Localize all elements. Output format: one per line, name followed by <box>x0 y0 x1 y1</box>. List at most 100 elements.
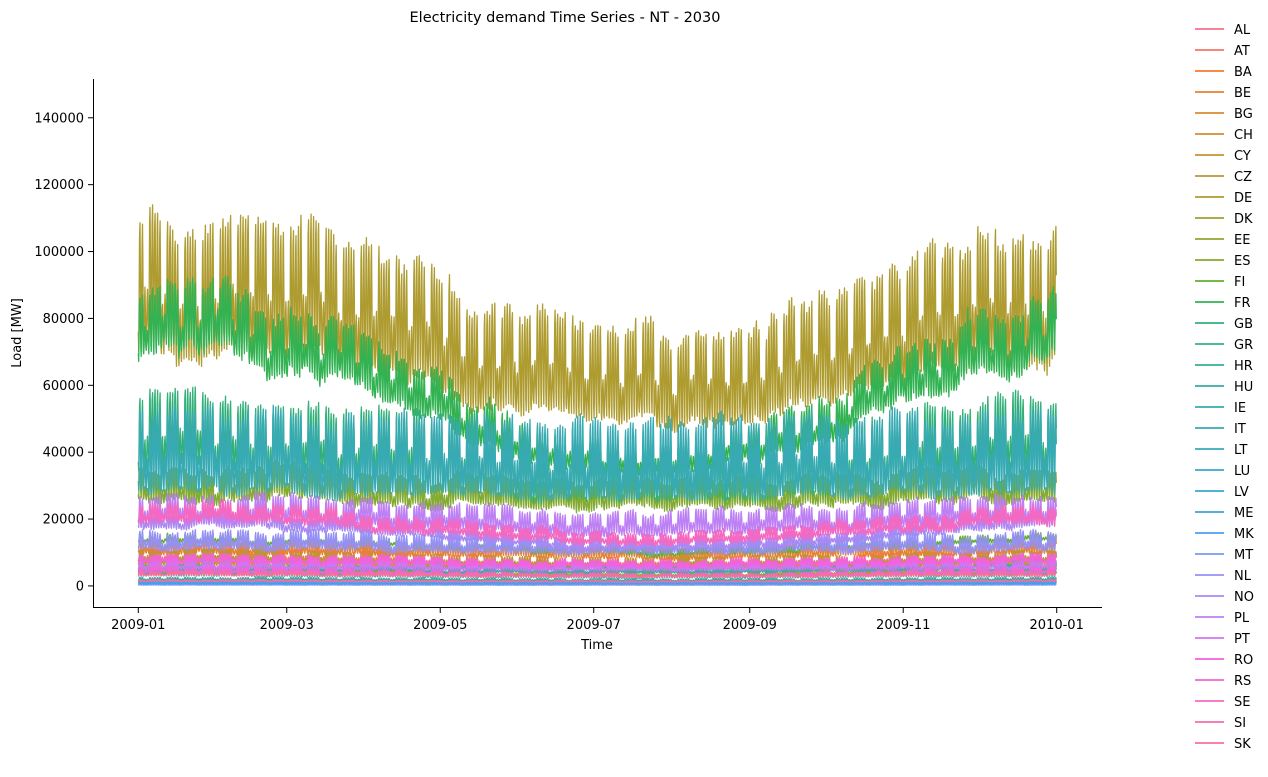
legend-item-gb: GB <box>1195 317 1253 332</box>
legend-item-ie: IE <box>1195 401 1246 416</box>
legend-label: ES <box>1234 254 1250 269</box>
chart-title: Electricity demand Time Series - NT - 20… <box>410 10 721 26</box>
series-line-ro <box>137 552 1057 569</box>
series-line-sk <box>137 570 1057 579</box>
legend-label: NO <box>1234 590 1254 605</box>
legend-item-mt: MT <box>1195 548 1253 563</box>
legend-label: CH <box>1234 128 1253 143</box>
legend-label: LV <box>1234 485 1249 500</box>
legend-label: RS <box>1234 674 1251 689</box>
legend-item-hr: HR <box>1195 359 1253 374</box>
legend-label: PL <box>1234 611 1250 626</box>
y-axis-label: Load [MW] <box>10 298 25 368</box>
legend-item-ee: EE <box>1195 233 1250 248</box>
legend-item-it: IT <box>1195 422 1246 437</box>
series-line-pl <box>137 490 1057 539</box>
legend-label: CY <box>1234 149 1251 164</box>
legend-label: SE <box>1234 695 1250 710</box>
legend-label: GR <box>1234 338 1253 353</box>
legend-item-rs: RS <box>1195 674 1251 689</box>
legend-item-lt: LT <box>1195 443 1247 458</box>
legend-item-dk: DK <box>1195 212 1253 227</box>
legend-item-at: AT <box>1195 44 1250 59</box>
y-tick-label: 0 <box>76 579 84 594</box>
legend-label: LU <box>1234 464 1250 479</box>
y-tick-label: 140000 <box>34 111 84 126</box>
x-tick-label: 2009-01 <box>111 618 165 633</box>
legend-item-sk: SK <box>1195 737 1251 752</box>
y-tick-label: 100000 <box>34 245 84 260</box>
legend-item-gr: GR <box>1195 338 1253 353</box>
legend-label: LT <box>1234 443 1247 458</box>
y-tick-label: 80000 <box>43 312 84 327</box>
legend-label: IE <box>1234 401 1246 416</box>
legend-item-me: ME <box>1195 506 1253 521</box>
x-tick-label: 2009-05 <box>413 618 467 633</box>
x-tick-label: 2009-03 <box>260 618 314 633</box>
legend-label: MK <box>1234 527 1254 542</box>
legend-label: IT <box>1234 422 1246 437</box>
legend-label: MT <box>1234 548 1253 563</box>
legend-item-no: NO <box>1195 590 1254 605</box>
legend-label: BA <box>1234 65 1252 80</box>
legend-label: CZ <box>1234 170 1252 185</box>
series-line-hr <box>137 575 1057 583</box>
legend-label: AL <box>1234 23 1251 38</box>
legend-item-mk: MK <box>1195 527 1254 542</box>
legend-item-ba: BA <box>1195 65 1252 80</box>
legend-item-nl: NL <box>1195 569 1252 584</box>
series-line-si <box>137 578 1057 584</box>
x-tick-label: 2010-01 <box>1030 618 1084 633</box>
legend-item-de: DE <box>1195 191 1252 206</box>
legend-label: NL <box>1234 569 1252 584</box>
series-layer <box>137 204 1057 586</box>
y-tick-label: 20000 <box>43 513 84 528</box>
legend-item-be: BE <box>1195 86 1251 101</box>
legend-label: FI <box>1234 275 1245 290</box>
legend-label: PT <box>1234 632 1250 647</box>
legend-item-es: ES <box>1195 254 1250 269</box>
series-line-it <box>137 403 1057 502</box>
x-axis-label: Time <box>580 638 613 653</box>
legend-label: EE <box>1234 233 1250 248</box>
series-line-de <box>137 204 1057 434</box>
legend-label: RO <box>1234 653 1253 668</box>
legend-item-cz: CZ <box>1195 170 1252 185</box>
legend-item-ro: RO <box>1195 653 1253 668</box>
y-tick-label: 120000 <box>34 178 84 193</box>
legend-label: HU <box>1234 380 1253 395</box>
legend-label: FR <box>1234 296 1251 311</box>
legend-label: BG <box>1234 107 1253 122</box>
legend-item-lu: LU <box>1195 464 1250 479</box>
legend-label: DE <box>1234 191 1252 206</box>
series-line-mk <box>138 580 1057 585</box>
legend-label: SK <box>1234 737 1251 752</box>
x-tick-label: 2009-11 <box>876 618 930 633</box>
legend-item-bg: BG <box>1195 107 1253 122</box>
legend-item-lv: LV <box>1195 485 1249 500</box>
legend: AL AT BA BE BG CH CY CZ DE DK EE ES FI FR GB GR HR HU IE IT… <box>1195 23 1254 752</box>
y-tick-label: 60000 <box>43 379 84 394</box>
legend-label: BE <box>1234 86 1251 101</box>
legend-label: AT <box>1234 44 1250 59</box>
legend-item-hu: HU <box>1195 380 1253 395</box>
x-tick-label: 2009-09 <box>723 618 777 633</box>
legend-label: ME <box>1234 506 1253 521</box>
legend-item-fi: FI <box>1195 275 1245 290</box>
y-ticks: 0 20000 40000 60000 80000 100000 120000 140000 <box>34 111 93 594</box>
legend-item-si: SI <box>1195 716 1246 731</box>
y-tick-label: 40000 <box>43 446 84 461</box>
legend-item-al: AL <box>1195 23 1251 38</box>
legend-item-ch: CH <box>1195 128 1253 143</box>
legend-label: GB <box>1234 317 1253 332</box>
series-line-se <box>137 498 1057 548</box>
legend-item-se: SE <box>1195 695 1250 710</box>
series-line-mt <box>138 583 1057 586</box>
legend-item-pt: PT <box>1195 632 1250 647</box>
legend-label: DK <box>1234 212 1253 227</box>
legend-label: SI <box>1234 716 1246 731</box>
legend-label: HR <box>1234 359 1253 374</box>
x-tick-label: 2009-07 <box>567 618 621 633</box>
legend-item-fr: FR <box>1195 296 1251 311</box>
